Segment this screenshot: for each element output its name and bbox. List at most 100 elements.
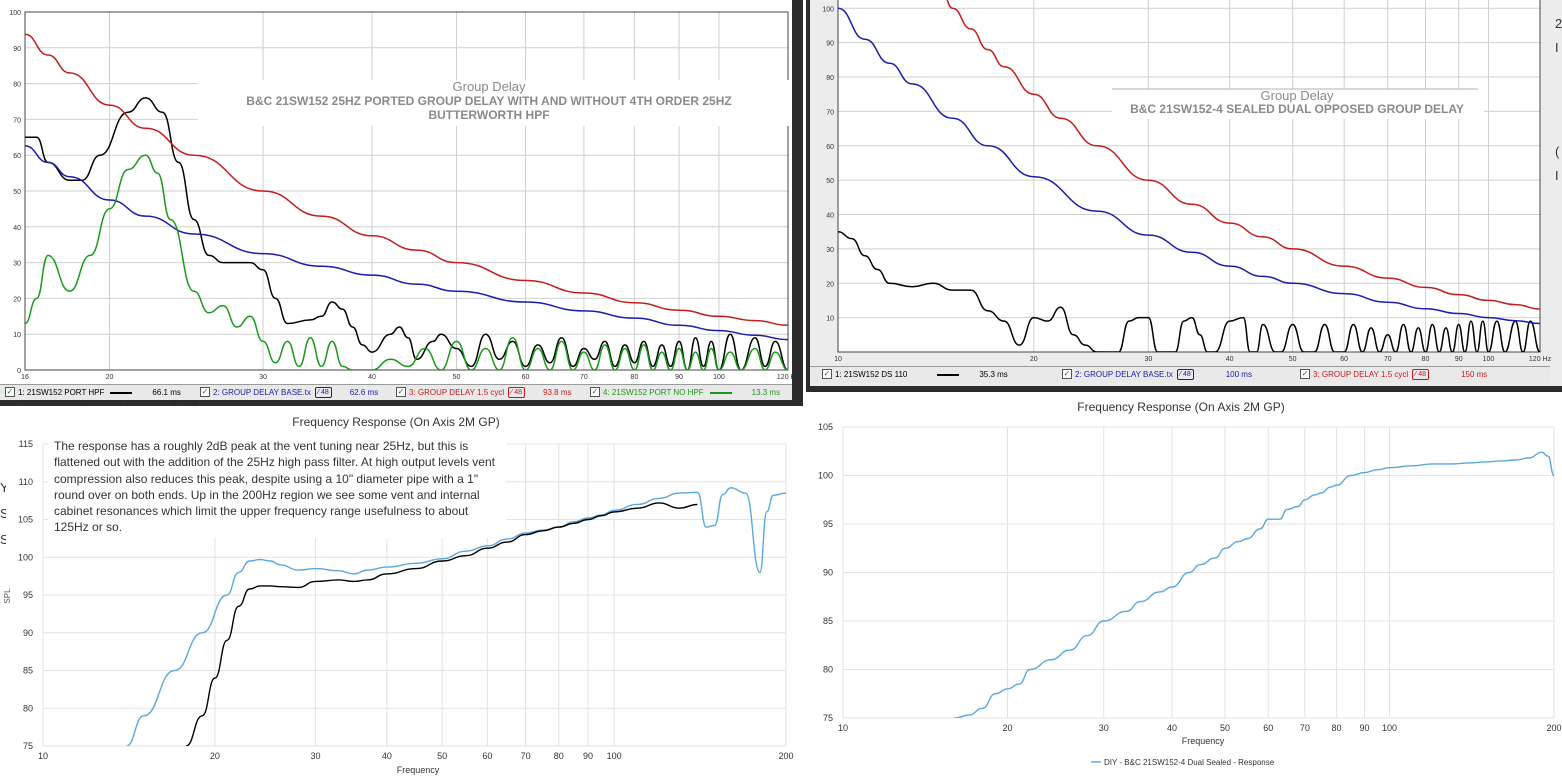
- y-tick-label: 100: [822, 6, 834, 13]
- curve-style-button[interactable]: ⁄ 48: [1176, 369, 1194, 381]
- y-axis-label: SPL: [3, 588, 12, 604]
- x-tick-label: 50: [1289, 356, 1297, 363]
- series-line-1: [126, 487, 786, 746]
- y-tick-label: 80: [823, 665, 833, 675]
- y-tick-label: 80: [23, 703, 33, 713]
- x-tick-label: 40: [368, 374, 376, 381]
- x-tick-label: 30: [310, 751, 320, 761]
- group-delay-sealed-chart: 10 20 30 40 50 60 70 80 90 100 120 Hz 10 20 30 40 50 60 7…: [822, 0, 1552, 363]
- y-tick-label: 70: [826, 109, 834, 116]
- series-line-1: [25, 97, 788, 370]
- x-axis-label: Frequency: [397, 765, 440, 775]
- y-axis-label: SPL: [810, 564, 812, 580]
- y-tick-label: 70: [13, 117, 21, 124]
- y-tick-label: 20: [13, 296, 21, 303]
- series-line-3: [946, 0, 1540, 310]
- p2-legend-series-2[interactable]: ✓ 2: GROUP DELAY BASE.tx ⁄ 48 100 ms: [1062, 368, 1252, 381]
- x-tick-label: 50: [1220, 723, 1230, 733]
- y-tick-label: 10: [13, 332, 21, 339]
- y-tick-label: 115: [19, 439, 33, 449]
- x-tick-label: 120 Hz: [1529, 356, 1552, 363]
- annotation-note: The response has a roughly 2dB peak at t…: [48, 436, 506, 538]
- y-tick-label: 90: [23, 628, 33, 638]
- y-tick-label: 95: [23, 590, 33, 600]
- checkbox-icon[interactable]: ✓: [200, 386, 210, 397]
- y-tick-label: 90: [13, 46, 21, 53]
- x-tick-label: 30: [259, 374, 267, 381]
- x-tick-label: 20: [1003, 723, 1013, 733]
- plot-area: [838, 0, 1540, 352]
- series-line-1: [838, 230, 1540, 352]
- x-tick-label: 80: [1332, 723, 1342, 733]
- p2-legend-series-3[interactable]: ✓ 3: GROUP DELAY 1.5 cycl ⁄ 48 150 ms: [1300, 368, 1488, 381]
- window-border: [792, 0, 803, 405]
- y-tick-label: 60: [13, 153, 21, 160]
- p1-legend-series-3[interactable]: ✓ 3: GROUP DELAY 1.5 cycl ⁄ 48 93.8 ms: [396, 386, 572, 399]
- window-border: [806, 386, 1562, 392]
- x-tick-label: 90: [1359, 723, 1369, 733]
- x-tick-label: 90: [583, 751, 593, 761]
- group-delay-ported-panel: 16 20 30 40 50 60 70 80 90 100 120 Hz 0 10 20 30 40 50 60…: [0, 0, 800, 405]
- series-line-3: [25, 33, 788, 327]
- chart-subtitle: B&C 21SW152 25HZ PORTED GROUP DELAY WITH…: [246, 94, 731, 108]
- y-tick-label: 95: [823, 519, 833, 529]
- y-tick-label: 50: [13, 189, 21, 196]
- series-line-1: [954, 451, 1554, 718]
- x-tick-label: 60: [522, 374, 530, 381]
- legend-swatch: [937, 373, 960, 376]
- x-tick-label: 10: [38, 751, 48, 761]
- x-tick-label: 80: [1422, 356, 1430, 363]
- y-tick-label: 90: [823, 568, 833, 578]
- x-tick-label: 70: [1384, 356, 1392, 363]
- checkbox-icon[interactable]: ✓: [396, 386, 406, 397]
- x-tick-label: 50: [437, 751, 447, 761]
- group-delay-sealed-panel: 10 20 30 40 50 60 70 80 90 100 120 Hz 10 20 30 40 50 60 7…: [810, 0, 1562, 392]
- x-tick-label: 20: [1030, 356, 1038, 363]
- x-tick-label: 120 Hz: [777, 374, 800, 381]
- x-axis-label: Frequency: [1182, 736, 1225, 746]
- p2-legend-series-1[interactable]: ✓ 1: 21SW152 DS 110 35.3 ms: [822, 368, 1008, 379]
- curve-style-button[interactable]: ⁄ 48: [508, 387, 526, 399]
- checkbox-icon[interactable]: ✓: [822, 368, 832, 379]
- x-tick-label: 80: [631, 374, 639, 381]
- x-tick-label: 70: [1300, 723, 1310, 733]
- legend-swatch: [110, 391, 133, 394]
- chart-subtitle: B&C 21SW152-4 SEALED DUAL OPPOSED GROUP …: [1130, 102, 1464, 116]
- checkbox-icon[interactable]: ✓: [1062, 368, 1072, 379]
- chart-title: Group Delay: [453, 79, 526, 94]
- x-tick-label: 20: [210, 751, 220, 761]
- y-tick-label: 80: [13, 82, 21, 89]
- curve-style-button[interactable]: ⁄ 48: [1412, 369, 1430, 381]
- checkbox-icon[interactable]: ✓: [5, 386, 15, 397]
- p1-legend-bar: ✓ 1: 21SW152 PORT HPF 66.1 ms ✓ 2: GROUP DE…: [0, 384, 792, 401]
- frequency-response-ported-panel: 10 20 30 40 50 60 70 80 90 100 200 75 80 85 90 95 100 105…: [0, 406, 800, 777]
- checkbox-icon[interactable]: ✓: [590, 386, 600, 397]
- chart-subtitle: BUTTERWORTH HPF: [428, 108, 549, 122]
- x-tick-label: 60: [1340, 356, 1348, 363]
- x-tick-label: 40: [1167, 723, 1177, 733]
- p1-legend-series-1[interactable]: ✓ 1: 21SW152 PORT HPF 66.1 ms: [5, 386, 181, 397]
- chart-title: Group Delay: [1261, 88, 1334, 103]
- p1-legend-series-2[interactable]: ✓ 2: GROUP DELAY BASE.tx ⁄ 48 62.6 ms: [200, 386, 379, 399]
- x-tick-label: 40: [1226, 356, 1234, 363]
- y-tick-label: 100: [18, 552, 33, 562]
- x-tick-label: 100: [713, 374, 725, 381]
- y-tick-label: 105: [818, 422, 833, 432]
- y-tick-label: 105: [18, 515, 33, 525]
- y-tick-label: 10: [826, 316, 834, 323]
- p1-legend-series-4[interactable]: ✓ 4: 21SW152 PORT NO HPF 13.3 ms: [590, 386, 781, 397]
- series-line-4: [25, 154, 788, 370]
- x-tick-label: 50: [453, 374, 461, 381]
- curve-style-button[interactable]: ⁄ 48: [314, 387, 332, 399]
- x-tick-label: 100: [1483, 356, 1495, 363]
- y-tick-label: 30: [13, 261, 21, 268]
- plot-frame: [24, 11, 789, 371]
- legend-swatch: [709, 391, 732, 394]
- checkbox-icon[interactable]: ✓: [1300, 368, 1310, 379]
- plot-frame: [837, 0, 1541, 353]
- title-box: [198, 80, 790, 126]
- y-tick-label: 100: [9, 10, 21, 17]
- x-tick-label: 200: [778, 751, 793, 761]
- x-tick-label: 80: [554, 751, 564, 761]
